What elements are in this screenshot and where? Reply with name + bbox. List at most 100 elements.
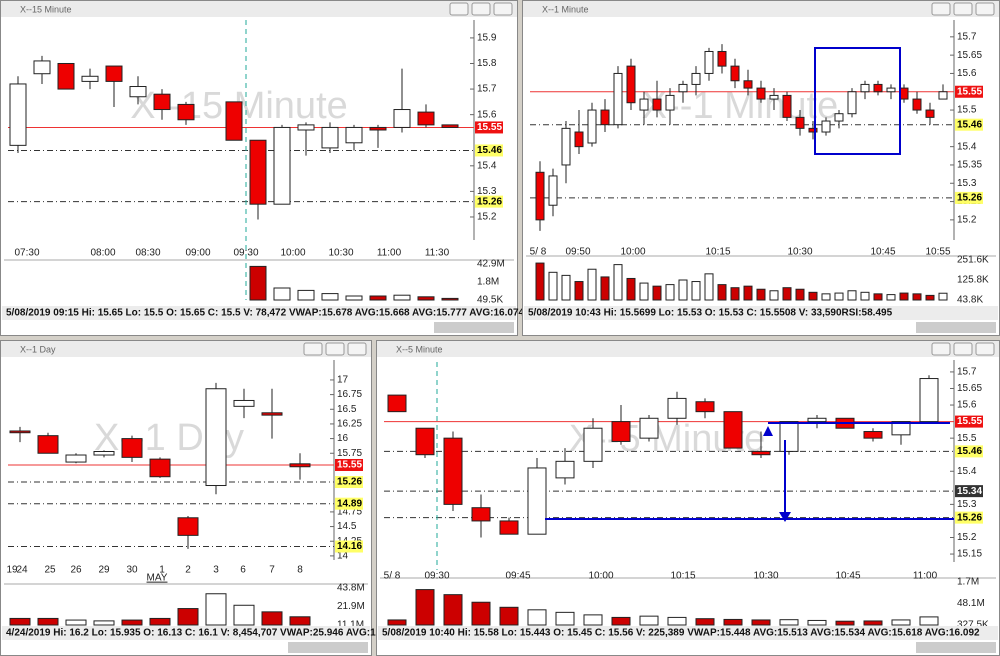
volume-bar (600, 276, 610, 301)
status-text: 4/24/2019 Hi: 16.2 Lo: 15.935 O: 16.13 C… (6, 628, 390, 639)
candle-body (695, 401, 715, 413)
y-tick-label: 15.5 (957, 105, 977, 116)
volume-label: 43.8M (337, 583, 365, 594)
candle-body (769, 94, 779, 100)
candle-body (795, 116, 805, 129)
status-bar (2, 306, 516, 320)
window-frame (376, 340, 1000, 656)
window-button[interactable] (493, 2, 513, 16)
candle-body (667, 397, 687, 419)
volume-bar (899, 292, 909, 301)
candle-body (37, 435, 59, 454)
volume-bar (527, 609, 547, 626)
price-label: 15.26 (957, 193, 982, 204)
y-tick-label: 15.8 (477, 58, 497, 69)
volume-bar (65, 619, 87, 626)
candle-body (639, 417, 659, 439)
candle-body (665, 94, 675, 111)
time-label: 1 (159, 565, 165, 576)
window-button[interactable] (953, 2, 973, 16)
volume-bar (639, 282, 649, 301)
time-label: 08:30 (135, 248, 160, 259)
volume-bar (535, 262, 545, 301)
volume-bar (321, 293, 339, 301)
window-button[interactable] (975, 342, 995, 356)
candle-body (613, 72, 623, 126)
y-tick-label: 15.75 (337, 448, 362, 459)
candle-body (863, 431, 883, 439)
candle-body (561, 127, 571, 166)
price-label-box (335, 458, 363, 471)
window-frame (0, 340, 372, 656)
title-bar (1, 341, 371, 357)
time-label: 09:30 (424, 571, 449, 582)
time-label: 10:30 (328, 248, 353, 259)
highlight-box (814, 47, 901, 155)
volume-bar (261, 611, 283, 626)
price-label-box (475, 144, 503, 157)
time-label: 09:50 (565, 247, 590, 258)
time-label: 09:30 (233, 248, 258, 259)
time-label: 25 (44, 565, 56, 576)
volume-bar (387, 619, 407, 626)
candle-body (105, 65, 123, 82)
volume-bar (369, 295, 387, 301)
candle-body (9, 83, 27, 146)
scrollbar[interactable] (916, 322, 996, 333)
volume-bar (808, 291, 818, 301)
time-label: 8 (297, 565, 303, 576)
scrollbar[interactable] (434, 322, 514, 333)
window-button[interactable] (931, 2, 951, 16)
y-tick-label: 15.3 (477, 186, 497, 197)
volume-bar (548, 271, 558, 301)
volume-bar (704, 273, 714, 301)
volume-bar (613, 264, 623, 301)
volume-bar (795, 288, 805, 301)
window-title: X--15 Minute (20, 4, 72, 14)
candle-body (393, 109, 411, 128)
time-label: 07:30 (14, 248, 39, 259)
candle-body (808, 127, 818, 133)
y-tick-label: 15.15 (957, 549, 982, 560)
volume-bar (912, 293, 922, 301)
y-tick-label: 15.65 (957, 383, 982, 394)
price-label-box (335, 540, 363, 553)
y-tick-label: 15.3 (957, 178, 977, 189)
time-label: 30 (126, 565, 138, 576)
window-title: X--5 Minute (396, 344, 443, 354)
time-label: 09:45 (505, 571, 530, 582)
y-tick-label: 15.2 (957, 215, 977, 226)
candle-body (471, 507, 491, 522)
window-button[interactable] (325, 342, 345, 356)
window-button[interactable] (471, 2, 491, 16)
window-button[interactable] (449, 2, 469, 16)
candle-body (678, 83, 688, 93)
price-label: 15.46 (957, 119, 982, 130)
window-button[interactable] (347, 342, 367, 356)
candle-body (121, 438, 143, 458)
window-button[interactable] (953, 342, 973, 356)
price-label: 15.26 (477, 196, 502, 207)
price-label: 15.55 (477, 122, 502, 133)
y-tick-label: 15.65 (957, 50, 982, 61)
window-button[interactable] (931, 342, 951, 356)
time-label: 11:00 (913, 571, 938, 582)
y-tick-label: 14.5 (337, 521, 357, 532)
scrollbar[interactable] (916, 642, 996, 653)
price-label: 15.55 (957, 86, 982, 97)
price-label: 15.46 (477, 145, 502, 156)
time-label: 19 (6, 565, 18, 576)
y-tick-label: 14 (337, 551, 349, 562)
volume-bar (471, 601, 491, 626)
y-tick-label: 16.25 (337, 419, 362, 430)
window-button[interactable] (303, 342, 323, 356)
y-tick-label: 16.75 (337, 389, 362, 400)
candle-body (233, 399, 255, 407)
candle-body (891, 421, 911, 436)
volume-bar (860, 291, 870, 301)
price-label: 15.55 (337, 460, 362, 471)
volume-bar (717, 284, 727, 301)
volume-bar (37, 617, 59, 626)
scrollbar[interactable] (288, 642, 368, 653)
window-button[interactable] (975, 2, 995, 16)
